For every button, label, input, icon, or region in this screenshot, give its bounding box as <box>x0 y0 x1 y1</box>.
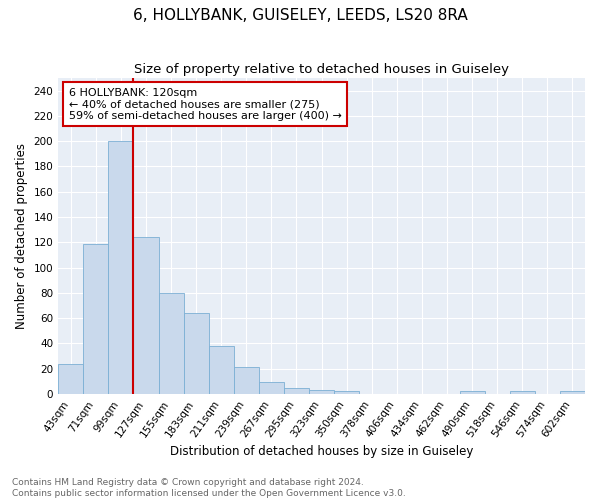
Bar <box>460 392 485 394</box>
Bar <box>133 237 158 394</box>
Title: Size of property relative to detached houses in Guiseley: Size of property relative to detached ho… <box>134 62 509 76</box>
Bar <box>234 368 259 394</box>
Text: Contains HM Land Registry data © Crown copyright and database right 2024.
Contai: Contains HM Land Registry data © Crown c… <box>12 478 406 498</box>
Bar <box>184 313 209 394</box>
Bar <box>510 392 535 394</box>
Bar <box>284 388 309 394</box>
Bar <box>309 390 334 394</box>
X-axis label: Distribution of detached houses by size in Guiseley: Distribution of detached houses by size … <box>170 444 473 458</box>
Bar <box>560 392 585 394</box>
Bar <box>58 364 83 394</box>
Bar <box>109 141 133 394</box>
Bar <box>158 293 184 394</box>
Text: 6, HOLLYBANK, GUISELEY, LEEDS, LS20 8RA: 6, HOLLYBANK, GUISELEY, LEEDS, LS20 8RA <box>133 8 467 22</box>
Bar <box>334 392 359 394</box>
Y-axis label: Number of detached properties: Number of detached properties <box>15 143 28 329</box>
Bar <box>259 382 284 394</box>
Bar <box>209 346 234 394</box>
Bar <box>83 244 109 394</box>
Text: 6 HOLLYBANK: 120sqm
← 40% of detached houses are smaller (275)
59% of semi-detac: 6 HOLLYBANK: 120sqm ← 40% of detached ho… <box>69 88 341 120</box>
